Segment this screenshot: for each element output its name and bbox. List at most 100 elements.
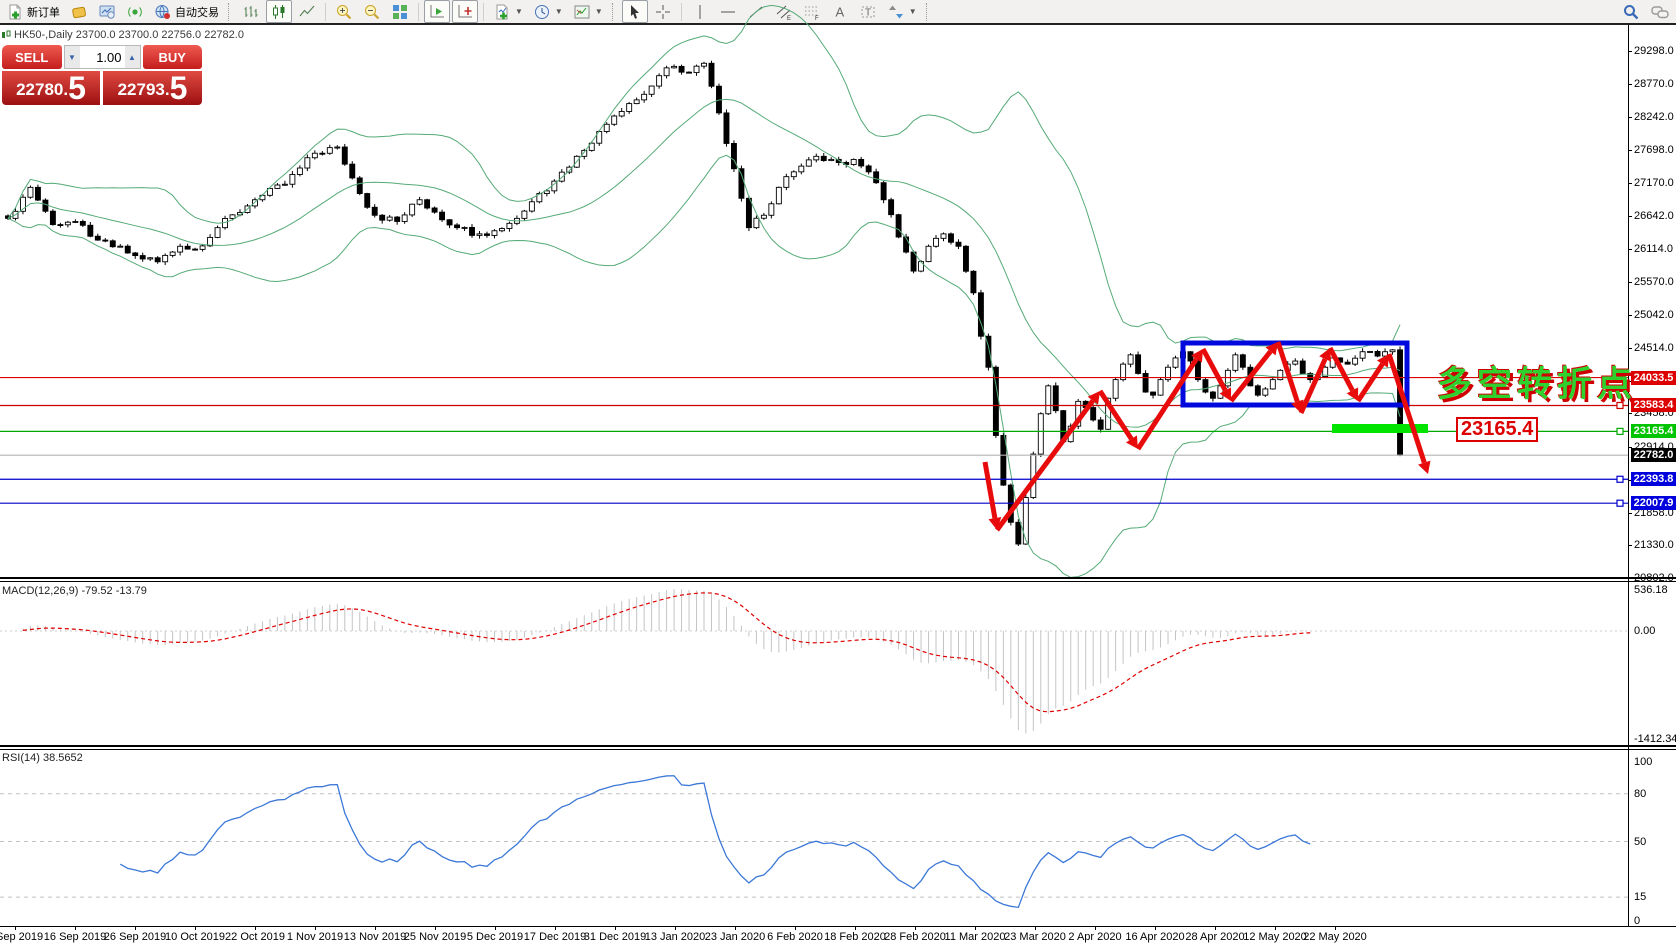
candlestick-chart-button[interactable] [266,0,292,23]
chat-icon [1651,5,1669,18]
chevron-down-icon: ▼ [515,7,523,16]
text-icon: A [835,4,844,19]
buy-button[interactable]: BUY [142,45,202,69]
macd-tick-label: 536.18 [1634,584,1668,596]
toolbar-grip [228,2,233,21]
chart-shift-button[interactable] [452,0,478,23]
date-label: 25 Nov 2019 [403,931,467,943]
date-label: 22 May 2020 [1303,931,1367,943]
date-tick [915,926,916,930]
chart-ohlc-title: HK50-,Daily 23700.0 23700.0 22756.0 2278… [14,29,244,41]
pane-separator[interactable] [0,745,1676,747]
axis-tick [1628,447,1632,448]
volume-decrease-button[interactable]: ▼ [64,46,80,68]
new-order-button[interactable]: 新订单 [2,0,64,23]
tile-windows-button[interactable] [387,0,413,23]
auto-scroll-button[interactable] [424,0,450,23]
zoom-out-button[interactable] [359,0,385,23]
profiles-button[interactable] [66,0,92,23]
bar-chart-button[interactable] [238,0,264,23]
date-label: 22 Oct 2019 [225,931,285,943]
cursor-icon [630,4,639,19]
chat-button[interactable] [1646,0,1674,23]
date-label: 10 Oct 2019 [165,931,225,943]
vertical-line-button[interactable] [687,0,713,23]
cursor-button[interactable] [621,0,648,23]
autotrade-label: 自动交易 [175,6,219,19]
price-level-callout[interactable]: 23165.4 [1456,417,1539,442]
axis-tick [1628,545,1632,547]
axis-tick [1628,512,1632,514]
date-tick [1215,926,1216,930]
price-level-badge: 23583.4 [1631,398,1676,413]
axis-tick [1628,479,1632,481]
toolbar-separator [483,2,484,21]
line-chart-icon [299,5,315,16]
date-tick [555,926,556,930]
date-tick [1095,926,1096,930]
strategy-tester-button[interactable] [122,0,148,23]
date-label: 4 Sep 2019 [0,931,44,943]
turning-point-annotation[interactable]: 多空转折点 [1437,365,1638,404]
tile-windows-icon [393,4,407,19]
price-tick-label: 28770.0 [1634,77,1674,90]
periods-button[interactable]: ▼ [529,0,567,23]
profiles-icon [72,6,86,18]
date-label: 23 Jan 2020 [704,931,766,943]
indicators-button[interactable]: ▼ [489,0,527,23]
pane-separator[interactable] [0,577,1676,579]
date-label: 16 Apr 2020 [1125,931,1185,943]
volume-increase-button[interactable]: ▲ [124,46,140,68]
channel-button[interactable]: E [771,0,797,23]
price-tick-label: 26114.0 [1634,242,1673,255]
main-toolbar: 新订单 自动交易 [0,0,1676,25]
autotrade-button[interactable]: 自动交易 [150,0,223,23]
sell-button[interactable]: SELL [2,45,62,69]
rsi-tick-label: 80 [1634,787,1647,800]
date-tick [255,926,256,930]
buy-price-main: 22793. [117,80,170,99]
fibonacci-icon: F [804,6,819,21]
horizontal-line-button[interactable] [715,0,741,23]
svg-text:A: A [835,4,844,19]
search-button[interactable] [1618,0,1644,23]
templates-button[interactable]: ▼ [569,0,607,23]
date-tick [375,926,376,930]
sell-price-display[interactable]: 22780. 5 [2,71,100,105]
fibonacci-button[interactable]: F [799,0,825,23]
price-axis-line [1628,25,1629,926]
zoom-in-button[interactable] [331,0,357,23]
price-tick-label: 26642.0 [1634,209,1674,222]
new-order-icon [9,4,21,19]
terminal-button[interactable] [94,0,120,23]
price-tick-label: 20802.0 [1634,572,1674,584]
pane-separator [0,581,1676,582]
rsi-tick-label: 15 [1634,891,1647,904]
rsi-pane-label: RSI(14) 38.5652 [2,752,83,764]
date-label: 17 Dec 2019 [523,931,587,943]
date-tick [1035,926,1036,930]
arrows-button[interactable]: ▼ [883,0,921,23]
axis-tick [1628,380,1632,382]
date-label: 13 Jan 2020 [644,931,706,943]
bar-chart-icon [244,5,258,17]
zoom-out-icon [365,4,380,19]
volume-input[interactable]: 1.00 [96,49,122,65]
date-label: 16 Sep 2019 [43,931,107,943]
buy-price-display[interactable]: 22793. 5 [103,71,202,105]
date-tick [75,926,76,930]
crosshair-button[interactable] [650,0,676,23]
sell-price-fraction: 5 [68,70,86,106]
periods-icon [534,4,549,19]
text-label-button[interactable]: T [855,0,881,23]
crosshair-icon [655,4,670,19]
date-label: 26 Sep 2019 [103,931,167,943]
new-order-label: 新订单 [27,6,60,19]
rsi-tick-label: 100 [1634,756,1653,768]
chevron-down-icon: ▼ [554,7,563,16]
macd-pane-label: MACD(12,26,9) -79.52 -13.79 [2,585,147,597]
price-level-badge: 22007.9 [1631,496,1676,511]
line-chart-button[interactable] [294,0,320,23]
text-button[interactable]: A [827,0,853,23]
